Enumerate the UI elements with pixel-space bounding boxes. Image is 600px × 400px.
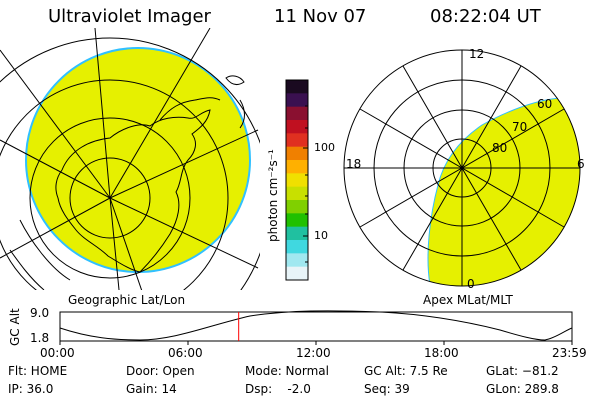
- mlt-label-0: 0: [467, 277, 475, 291]
- latitude-circles: [0, 37, 260, 290]
- info-seq: Seq: 39: [364, 382, 410, 396]
- colorbar-unit-label: photon cm⁻²s⁻¹: [266, 149, 280, 242]
- colorbar-segment: [286, 120, 308, 134]
- colorbar-segment: [286, 93, 308, 108]
- colorbar-segment: [286, 173, 308, 188]
- mlt-label-12: 12: [469, 47, 485, 61]
- colorbar: [285, 79, 309, 281]
- mlat-label-80: 80: [492, 141, 508, 155]
- info-mode: Mode: Normal: [245, 364, 329, 378]
- info-dsp: Dsp: -2.0: [245, 382, 311, 396]
- mlt-label-6: 6: [577, 157, 585, 171]
- right-panel-caption: Apex MLat/MLT: [423, 293, 513, 307]
- timeline-ylabel: GC Alt: [8, 308, 22, 346]
- date-label: 11 Nov 07: [274, 6, 367, 27]
- mlt-label-18: 18: [346, 157, 362, 171]
- timeline-xtick-1: 06:00: [168, 346, 203, 360]
- mlat-label-60: 60: [537, 97, 553, 111]
- left-panel-caption: Geographic Lat/Lon: [68, 293, 186, 307]
- info-ip: IP: 36.0: [8, 382, 54, 396]
- info-gcalt: GC Alt: 7.5 Re: [364, 364, 448, 378]
- timeline-ymin: 1.8: [30, 331, 50, 345]
- timeline-ymax: 9.0: [30, 306, 50, 320]
- colorbar-tick-100: 100: [314, 141, 335, 154]
- colorbar-segment: [286, 80, 308, 94]
- timeline-xtick-3: 18:00: [424, 346, 459, 360]
- info-glat: GLat: −81.2: [486, 364, 559, 378]
- colorbar-segment: [286, 133, 308, 148]
- altitude-timeline: [59, 310, 573, 345]
- info-gain: Gain: 14: [126, 382, 177, 396]
- right-image-region: [427, 97, 580, 286]
- geographic-map: [0, 28, 260, 290]
- colorbar-segment: [286, 200, 308, 214]
- colorbar-segment: [286, 146, 308, 161]
- colorbar-segment: [286, 253, 308, 268]
- mlat-mlt-plot: [343, 49, 581, 287]
- colorbar-segment: [286, 160, 308, 174]
- app-title: Ultraviolet Imager: [48, 6, 211, 27]
- info-glon: GLon: 289.8: [486, 382, 559, 396]
- colorbar-segment: [286, 240, 308, 254]
- info-flt: Flt: HOME: [8, 364, 68, 378]
- colorbar-tick-10: 10: [314, 229, 328, 242]
- coastline: [55, 109, 211, 273]
- mlat-label-70: 70: [512, 120, 528, 134]
- colorbar-segment: [286, 266, 308, 281]
- timeline-xtick-0: 00:00: [40, 346, 75, 360]
- timeline-xtick-2: 12:00: [296, 346, 331, 360]
- colorbar-segment: [286, 213, 308, 228]
- info-door: Door: Open: [126, 364, 195, 378]
- longitude-lines: [0, 28, 259, 290]
- time-label: 08:22:04 UT: [430, 6, 541, 27]
- colorbar-segment: [286, 226, 308, 241]
- left-image-disk: [25, 47, 251, 273]
- colorbar-segment: [286, 106, 308, 121]
- colorbar-segment: [286, 186, 308, 201]
- timeline-xtick-4: 23:59: [552, 346, 587, 360]
- altitude-curve: [59, 310, 573, 341]
